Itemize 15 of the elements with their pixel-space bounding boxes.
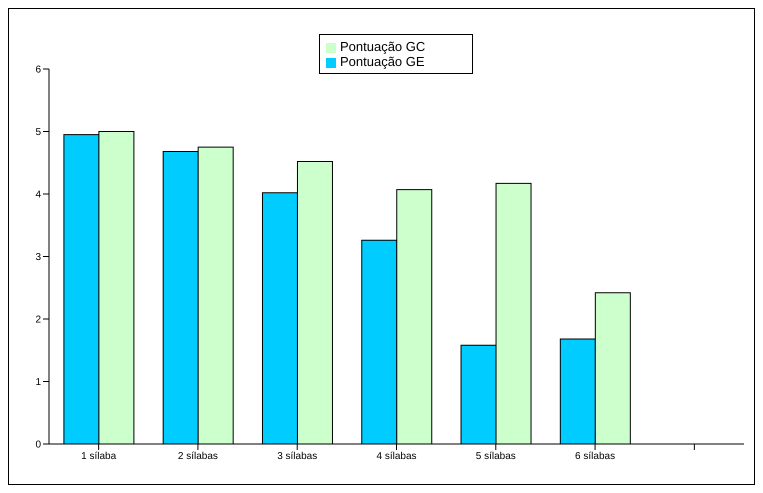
y-tick-label: 2 — [35, 314, 42, 326]
x-tick-label: 3 sílabas — [277, 451, 318, 462]
x-tick-label: 6 sílabas — [575, 451, 616, 462]
legend-label: Pontuação GC — [340, 39, 426, 54]
x-tick-label: 5 sílabas — [476, 451, 516, 462]
y-tick-label: 3 — [35, 252, 42, 264]
x-tick-label: 4 sílabas — [376, 451, 417, 462]
y-tick-label: 0 — [35, 440, 42, 451]
y-tick-label: 6 — [35, 64, 42, 76]
y-tick-label: 5 — [35, 127, 42, 138]
x-tick-label: 1 sílaba — [81, 451, 117, 462]
y-tick-label: 4 — [35, 190, 42, 201]
legend-label: Pontuação GE — [340, 54, 425, 69]
y-tick-label: 1 — [35, 377, 42, 388]
x-tick-label: 2 sílabas — [178, 451, 218, 462]
